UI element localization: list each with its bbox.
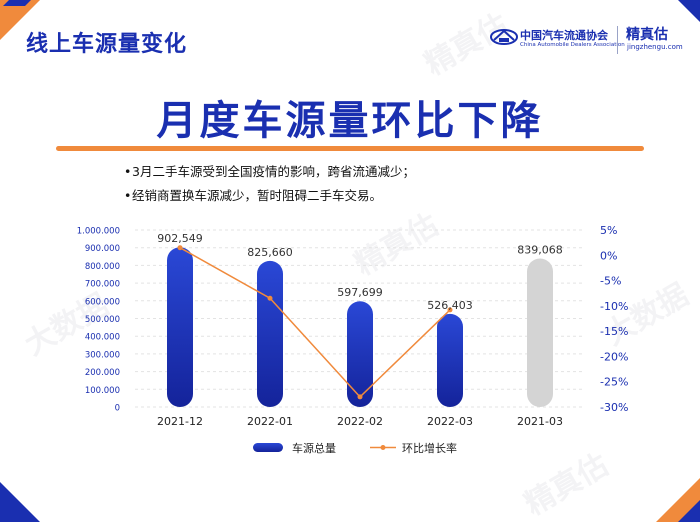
right-axis-tick-label: -15% (600, 325, 628, 338)
growth-rate-point (267, 295, 273, 301)
bullet-text: 3月二手车源受到全国疫情的影响，跨省流通减少； (132, 164, 415, 179)
left-axis-tick-label: 200.000 (85, 368, 120, 378)
left-axis-tick-label: 500.000 (85, 315, 120, 325)
cada-logo-name: 中国汽车流通协会 (520, 29, 608, 42)
growth-rate-point (357, 394, 363, 400)
bar-data-label: 597,699 (337, 286, 383, 299)
left-axis-tick-label: 1.000.000 (77, 227, 120, 237)
corner-decoration-top-right (678, 0, 700, 22)
right-axis-tick-label: 0% (600, 249, 617, 262)
bullet-dot: • (124, 188, 132, 203)
left-axis-tick-label: 300.000 (85, 350, 120, 360)
bullet-dot: • (124, 164, 132, 179)
left-axis-tick-label: 800.000 (85, 262, 120, 272)
bullet-list: •3月二手车源受到全国疫情的影响，跨省流通减少； •经销商置换车源减少，暂时阻碍… (124, 160, 415, 208)
legend-label-bar: 车源总量 (292, 441, 336, 455)
bar-data-label: 526,403 (427, 299, 473, 312)
growth-rate-point (177, 245, 183, 251)
bar-data-label: 825,660 (247, 246, 293, 259)
section-title: 线上车源量变化 (26, 32, 188, 57)
growth-rate-line (179, 247, 451, 398)
bullet-item: •经销商置换车源减少，暂时阻碍二手车交易。 (124, 184, 415, 208)
jzg-logo-name: 精真估 (626, 27, 668, 43)
corner-decoration-bottom-left (0, 482, 40, 522)
growth-rate-point (447, 307, 453, 313)
header-logos: 中国汽车流通协会 China Automobile Dealers Associ… (490, 22, 683, 56)
bar (167, 247, 193, 407)
category-label: 2022-02 (337, 415, 383, 428)
title-underline (56, 146, 644, 151)
corner-decoration-bottom-right-blue (678, 500, 700, 522)
jzg-logo-url: jingzhengu.com (627, 43, 683, 51)
legend-label-line: 环比增长率 (402, 441, 457, 455)
main-title: 月度车源量环比下降 (156, 98, 544, 144)
left-axis-tick-label: 100.000 (85, 386, 120, 396)
bar (347, 301, 373, 407)
category-label: 2022-01 (247, 415, 293, 428)
legend-swatch-bar (253, 443, 283, 452)
bar (257, 260, 283, 407)
left-axis-tick-label: 0 (115, 404, 120, 414)
right-axis-tick-label: -25% (600, 376, 628, 389)
bar (437, 313, 463, 407)
cada-logo-english: China Automobile Dealers Association (520, 42, 625, 48)
bar-data-label: 902,549 (157, 232, 203, 245)
bar (527, 258, 553, 407)
bar-data-label: 839,068 (517, 243, 563, 256)
bullet-text: 经销商置换车源减少，暂时阻碍二手车交易。 (132, 188, 383, 203)
category-label: 2021-03 (517, 415, 563, 428)
legend-swatch-line-marker (380, 445, 386, 450)
right-axis-tick-label: -30% (600, 401, 628, 414)
right-axis-tick-label: -10% (600, 300, 628, 313)
left-axis-tick-label: 700.000 (85, 280, 120, 290)
logo-divider (617, 26, 618, 54)
category-label: 2022-03 (427, 415, 473, 428)
bullet-item: •3月二手车源受到全国疫情的影响，跨省流通减少； (124, 160, 415, 184)
left-axis-tick-label: 900.000 (85, 244, 120, 254)
right-axis-tick-label: 5% (600, 224, 617, 237)
right-axis-tick-label: -5% (600, 275, 621, 288)
left-axis-tick-label: 600.000 (85, 297, 120, 307)
right-axis-tick-label: -20% (600, 350, 628, 363)
cada-logo-icon (490, 29, 518, 45)
left-axis-tick-label: 400.000 (85, 333, 120, 343)
corner-decoration-top-left (0, 0, 40, 40)
category-label: 2021-12 (157, 415, 203, 428)
